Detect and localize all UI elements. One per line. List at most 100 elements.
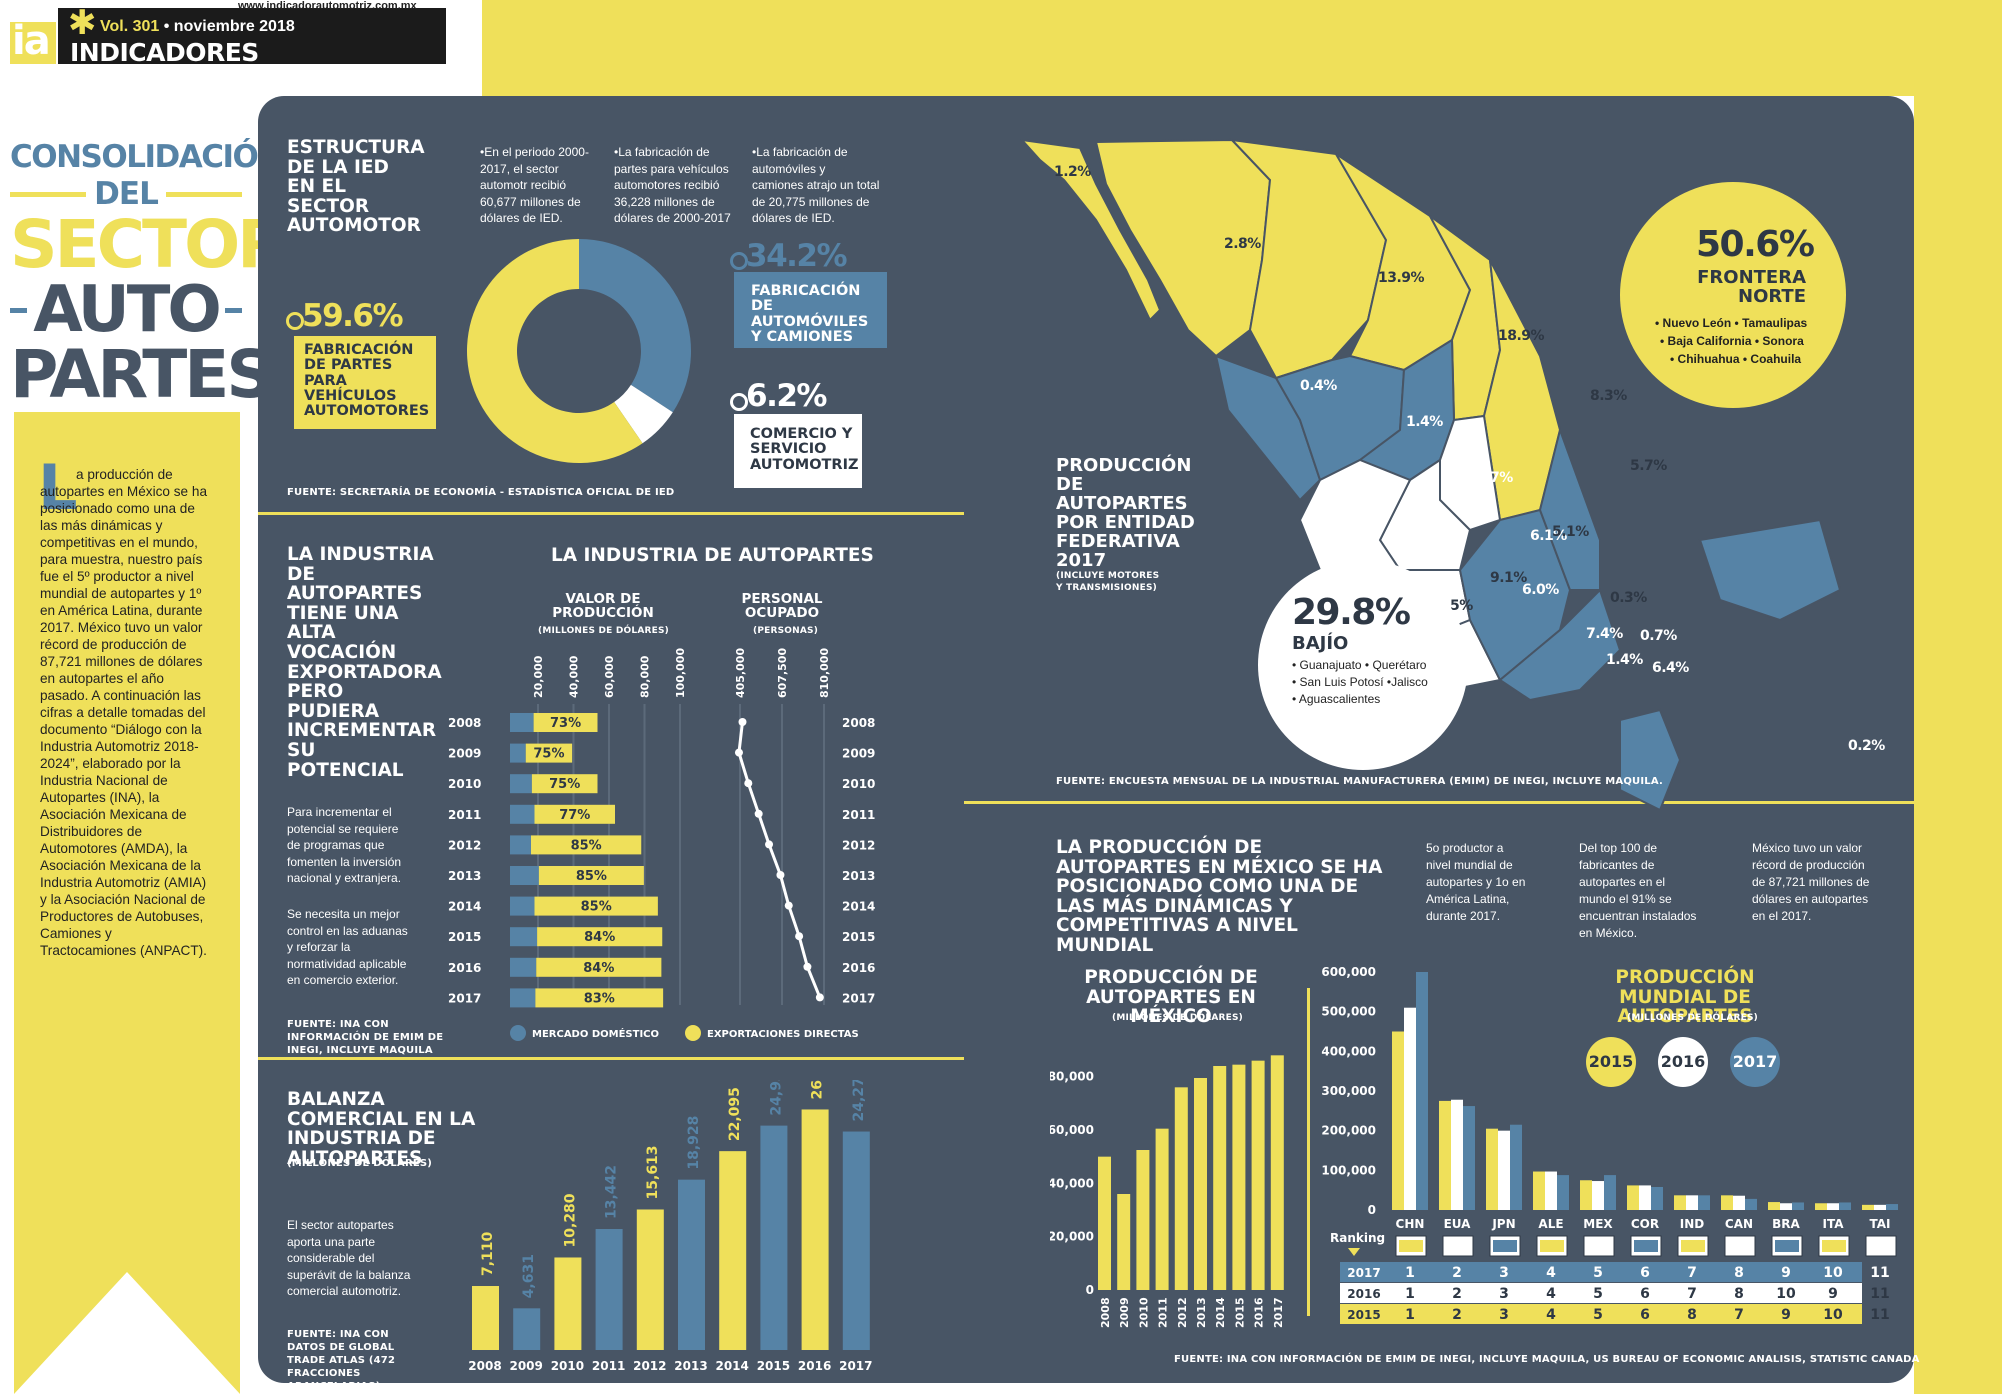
bar-export-pct: 85% (576, 869, 607, 884)
bar-export (531, 774, 598, 794)
personal-tick-label: 607,500 (776, 648, 789, 698)
balanza-value-label: 24,274 (851, 1080, 867, 1122)
world-production-subtitle: (MILLONES DE DÓLARES) (1627, 1013, 1758, 1023)
country-flag (1587, 1240, 1611, 1252)
mx-year-label: 2017 (1272, 1297, 1285, 1328)
state-percentage-label: 7.4% (1586, 626, 1623, 642)
balanza-value-label: 4,631 (521, 1254, 537, 1298)
frontera-states-1: • Nuevo León • Tamaulipas (1655, 316, 1808, 330)
ranking-row (1340, 1262, 1862, 1282)
country-flag (1728, 1240, 1752, 1252)
world-production-title: PRODUCCIÓN MUNDIAL DE AUTOPARTES (1615, 967, 1755, 1028)
personal-point (765, 840, 774, 849)
intro-dropcap: L (38, 451, 78, 524)
ranking-value: 11 (1870, 1286, 1889, 1302)
header-url[interactable]: www.indicadorautomotriz.com.mx (238, 0, 417, 12)
mx-year-label: 2010 (1137, 1297, 1150, 1328)
ranking-value: 8 (1734, 1265, 1744, 1281)
year-label-right: 2013 (842, 869, 875, 883)
country-label: COR (1631, 1217, 1659, 1231)
ranking-value: 7 (1687, 1265, 1697, 1281)
state-percentage-label: 0.4% (1300, 378, 1337, 394)
world-bar (1486, 1128, 1498, 1210)
ranking-value: 10 (1823, 1307, 1843, 1323)
world-bar (1463, 1106, 1475, 1210)
country-flag (1493, 1240, 1517, 1252)
autopartes-note-2: Se necesita un mejor control en las adua… (287, 907, 408, 987)
personal-point (744, 779, 753, 788)
legend-domestic-label: MERCADO DOMÉSTICO (532, 1027, 659, 1040)
ranking-arrow-icon (1348, 1248, 1360, 1256)
yellow-background (482, 0, 2002, 96)
bar-export-pct: 83% (584, 991, 615, 1006)
ranking-row (1340, 1304, 1862, 1324)
year-label-left: 2017 (448, 991, 481, 1005)
valor-tick-label: 80,000 (639, 655, 652, 698)
ranking-value: 9 (1828, 1286, 1838, 1302)
country-flag (1634, 1240, 1658, 1252)
yellow-background-right (1914, 0, 2002, 1394)
bar-export-pct: 84% (583, 961, 614, 976)
state-percentage-label: 18.9% (1498, 328, 1545, 344)
mx-production-chart: 0 20,000 40,000 60,000 80,000 2008 2009 2010 201… (1050, 1055, 1285, 1328)
year-label-left: 2014 (448, 900, 481, 914)
ied-note-1: •En el periodo 2000-2017, el sector auto… (480, 145, 589, 225)
state-percentage-label: 6.1% (1530, 528, 1567, 544)
legend-export-label: EXPORTACIONES DIRECTAS (707, 1029, 859, 1040)
label-box-comercio (734, 414, 862, 488)
bajio-name: BAJÍO (1292, 633, 1349, 654)
bar-export (525, 743, 573, 763)
world-bar (1886, 1204, 1898, 1210)
frontera-states-2: • Baja California • Sonora (1660, 334, 1804, 348)
ranking-value: 6 (1640, 1286, 1650, 1302)
ranking-year: 2015 (1347, 1308, 1380, 1322)
bar-export-pct: 77% (559, 808, 590, 823)
valor-tick-label: 40,000 (568, 655, 581, 698)
mx-tick-label: 20,000 (1050, 1230, 1094, 1244)
bar-domestic (510, 866, 539, 885)
valor-tick-label: 20,000 (532, 655, 545, 698)
balanza-year-label: 2011 (592, 1359, 625, 1373)
ranking-value: 7 (1734, 1307, 1744, 1323)
section-title: INDICADORES (70, 38, 259, 67)
mx-bar (1251, 1060, 1265, 1290)
state-percentage-label: 13.9% (1378, 270, 1425, 286)
state-percentage-label: 0.2% (1848, 738, 1885, 754)
personal-point (795, 932, 804, 941)
world-bar (1780, 1203, 1792, 1210)
bar-domestic (510, 804, 535, 824)
year-label-left: 2009 (448, 747, 481, 761)
mx-year-label: 2016 (1253, 1297, 1266, 1328)
ranking-value: 10 (1823, 1265, 1843, 1281)
balanza-bar (760, 1125, 788, 1350)
balanza-bar (801, 1109, 829, 1350)
year-label-right: 2011 (842, 808, 875, 822)
balanza-value-label: 24,932 (768, 1080, 784, 1116)
autopartes-chart: 20,000 40,000 60,000 80,000 100,000 2008 73% 20… (448, 648, 875, 1041)
autopartes-note-1: Para incrementar el potencial se requier… (287, 805, 402, 885)
country-flag (1446, 1240, 1470, 1252)
balanza-value-label: 18,928 (686, 1116, 702, 1170)
label-box-partes (294, 336, 436, 429)
ranking-value: 4 (1546, 1307, 1556, 1323)
balanza-value-label: 10,280 (562, 1193, 578, 1247)
world-bar (1874, 1204, 1886, 1210)
donut-slice (614, 384, 673, 444)
world-bar (1627, 1185, 1639, 1210)
bar-domestic (510, 927, 538, 947)
divider (258, 1057, 964, 1060)
bar-export (535, 988, 664, 1008)
mx-tick-label: 60,000 (1050, 1123, 1094, 1137)
country-label: IND (1680, 1217, 1705, 1231)
ranking-value: 5 (1593, 1307, 1603, 1323)
country-label: EUA (1444, 1217, 1472, 1231)
label-comercio: COMERCIO Y SERVICIO AUTOMOTRIZ (750, 426, 859, 473)
state-percentage-label: 0.3% (1610, 590, 1647, 606)
mx-bar (1155, 1128, 1169, 1290)
label-box-autos (734, 272, 887, 348)
year-label-left: 2015 (448, 930, 481, 944)
country-label: MEX (1583, 1217, 1613, 1231)
country-label: TAI (1869, 1217, 1890, 1231)
mx-production-title: PRODUCCIÓN DE AUTOPARTES EN MÉXICO (1084, 967, 1258, 1028)
world-bar (1639, 1185, 1651, 1210)
